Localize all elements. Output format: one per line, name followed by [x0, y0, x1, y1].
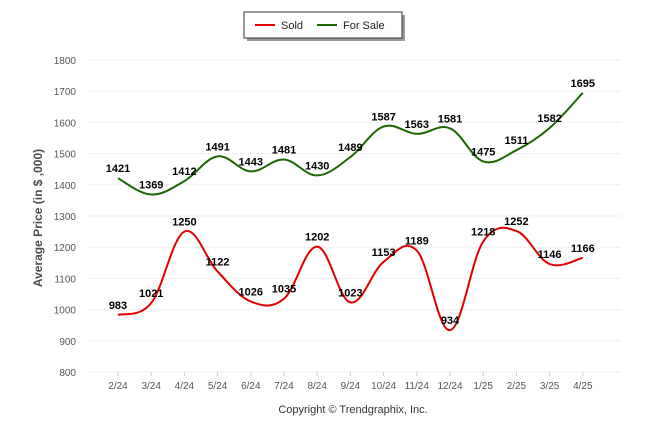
- x-tick-labels: 2/24 3/24 4/24 5/24 6/24 7/24 8/24 9/24 10/24 11/…: [108, 372, 593, 392]
- y-tick-label: 800: [59, 368, 76, 379]
- data-label-for-sale: 1581: [438, 113, 462, 125]
- x-tick-label: 12/24: [437, 381, 462, 392]
- y-tick-labels: 800 900 1000 1100 1200 1300 1400 1500 1600 1700 18…: [54, 56, 77, 379]
- data-label-for-sale: 1491: [205, 141, 229, 153]
- data-label-sold: 1035: [272, 284, 296, 296]
- data-label-sold: 1166: [571, 243, 595, 255]
- data-label-for-sale: 1443: [239, 156, 263, 168]
- data-label-for-sale: 1430: [305, 160, 329, 172]
- data-label-for-sale: 1489: [338, 142, 362, 154]
- series-line-for-sale: [117, 92, 584, 196]
- x-tick-label: 6/24: [241, 381, 261, 392]
- data-label-sold: 1023: [338, 287, 362, 299]
- data-label-for-sale: 1563: [405, 119, 429, 131]
- data-label-sold: 1252: [504, 216, 528, 228]
- x-tick-label: 3/24: [141, 381, 161, 392]
- data-label-sold: 1202: [305, 232, 329, 244]
- x-tick-label: 1/25: [473, 381, 493, 392]
- data-label-sold: 1146: [538, 249, 562, 261]
- y-tick-label: 1300: [54, 212, 77, 223]
- data-label-sold: 1026: [239, 286, 263, 298]
- data-label-sold: 934: [441, 315, 460, 327]
- data-label-sold: 1189: [405, 236, 429, 248]
- x-tick-label: 10/24: [371, 381, 396, 392]
- data-label-for-sale: 1412: [172, 166, 196, 178]
- x-tick-label: 4/25: [573, 381, 593, 392]
- legend: Sold For Sale: [243, 11, 405, 41]
- legend-label-sold: Sold: [281, 20, 303, 32]
- x-tick-label: 9/24: [341, 381, 361, 392]
- data-label-for-sale: 1511: [504, 135, 528, 147]
- gridlines: [88, 59, 622, 373]
- data-label-for-sale: 1582: [537, 113, 561, 125]
- x-tick-label: 7/24: [274, 381, 294, 392]
- data-labels: 983 1021 1250 1122 1026 1035 1202 1023 1153 1189 9…: [106, 78, 595, 327]
- y-tick-label: 1500: [54, 150, 77, 161]
- data-label-for-sale: 1369: [139, 179, 163, 191]
- y-tick-label: 1800: [54, 56, 77, 67]
- legend-label-for-sale: For Sale: [343, 20, 385, 32]
- data-label-sold: 1153: [372, 247, 396, 259]
- series-line-sold: [117, 226, 584, 332]
- data-label-sold: 1218: [471, 227, 495, 239]
- data-label-for-sale: 1587: [371, 111, 395, 123]
- y-tick-label: 1700: [54, 87, 77, 98]
- y-tick-label: 1000: [54, 306, 77, 317]
- x-tick-label: 11/24: [405, 381, 430, 392]
- data-label-for-sale: 1481: [272, 145, 296, 157]
- data-label-sold: 1250: [172, 217, 196, 229]
- y-axis-title: Average Price (in $ ,000): [31, 149, 45, 287]
- x-tick-label: 8/24: [307, 381, 327, 392]
- data-label-for-sale: 1475: [471, 146, 495, 158]
- data-label-for-sale: 1421: [106, 163, 130, 175]
- data-label-sold: 1021: [139, 288, 163, 300]
- x-tick-label: 5/24: [208, 381, 228, 392]
- copyright-text: Copyright © Trendgraphix, Inc.: [278, 404, 427, 416]
- x-tick-label: 2/25: [507, 381, 527, 392]
- x-tick-label: 4/24: [175, 381, 195, 392]
- y-tick-label: 1100: [54, 274, 76, 285]
- y-tick-label: 1200: [54, 243, 77, 254]
- data-label-for-sale: 1695: [571, 78, 595, 90]
- y-tick-label: 1600: [54, 118, 77, 129]
- y-tick-label: 1400: [54, 181, 77, 192]
- y-tick-label: 900: [59, 337, 76, 348]
- data-label-sold: 1122: [206, 257, 230, 269]
- data-label-sold: 983: [109, 300, 127, 312]
- x-tick-label: 2/24: [108, 381, 128, 392]
- x-tick-label: 3/25: [540, 381, 560, 392]
- series-lines: [117, 92, 584, 332]
